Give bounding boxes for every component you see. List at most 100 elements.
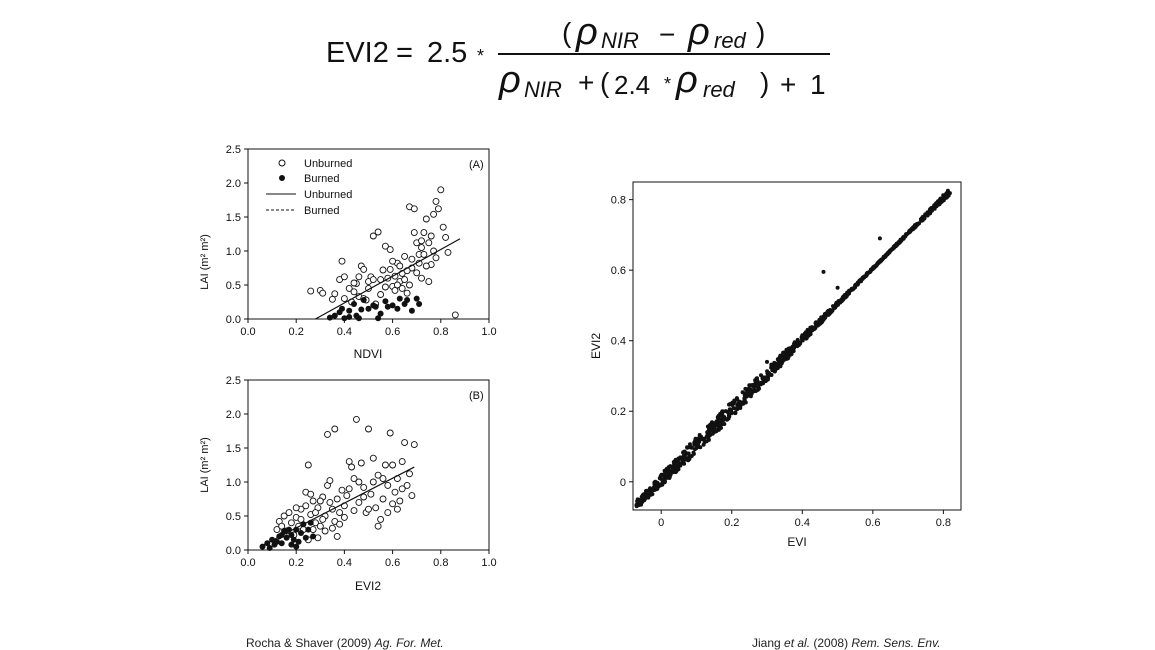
evi-point: [931, 206, 936, 211]
unburned-point: [316, 497, 324, 505]
chart-panel-evi-vs-evi2: 0 0.2 0.4 0.6 0.8 0 0.2 0.4 0.6 0.8 EVI EVI2: [589, 181, 962, 549]
legend-label-unburned: Unburned: [304, 158, 352, 170]
unburned-point: [393, 281, 401, 289]
evi-point: [693, 441, 698, 446]
evi-point: [865, 271, 870, 276]
evi-point: [755, 387, 760, 392]
y-axis-label-a: LAI (m² m²): [199, 234, 211, 290]
evi-point: [691, 450, 696, 455]
evi-point: [662, 478, 667, 483]
unburned-point: [307, 490, 315, 498]
numerator-open-paren: (: [562, 17, 572, 48]
evi-point: [725, 409, 730, 414]
burned-point: [404, 297, 411, 303]
evi-point: [791, 348, 796, 353]
unburned-point: [396, 262, 404, 270]
unburned-point: [432, 197, 440, 205]
den-close-paren: ): [760, 67, 769, 98]
evi-point: [913, 224, 918, 229]
evi-point: [704, 439, 709, 444]
sub-nir-num: NIR: [601, 28, 639, 53]
evi-point: [698, 445, 703, 450]
numerator-minus: −: [659, 19, 675, 50]
y-tick-label: 0.8: [611, 195, 626, 207]
unburned-point: [410, 205, 418, 213]
unburned-point: [280, 512, 288, 520]
burned-point: [326, 314, 333, 321]
evi-point: [741, 400, 746, 405]
plot-frame-b: [247, 379, 490, 551]
unburned-point: [350, 279, 358, 287]
unburned-point: [396, 497, 404, 505]
unburned-point: [348, 463, 356, 471]
unburned-point: [326, 477, 334, 485]
evi-point: [652, 480, 657, 485]
panel-label-a: (A): [469, 159, 484, 171]
data-points-c: [634, 188, 952, 509]
burned-point: [290, 536, 297, 543]
evi-point: [891, 245, 896, 250]
evi-point: [792, 340, 797, 345]
evi-point: [763, 375, 768, 380]
legend-a: Unburned Burned Unburned Burned: [266, 158, 352, 217]
burned-point: [273, 538, 280, 545]
evi-point: [870, 267, 875, 272]
burned-point: [288, 541, 295, 548]
evi-point: [664, 473, 669, 478]
evi-point: [770, 368, 775, 373]
data-points-b: [259, 415, 418, 551]
evi-point: [888, 248, 893, 253]
evi-point: [707, 423, 712, 428]
unburned-point: [418, 244, 425, 252]
unburned-point: [355, 273, 363, 281]
x-tick-label: 0.8: [433, 326, 448, 338]
citation-jiang: Jiang et al. (2008) Rem. Sens. Env.: [752, 636, 941, 650]
evi-point: [829, 309, 834, 313]
citation-left-authors: Rocha & Shaver (2009): [246, 636, 375, 650]
den-one: 1: [810, 69, 826, 100]
x-tick-label: 1.0: [481, 557, 496, 569]
unburned-point: [434, 205, 442, 213]
unburned-point: [437, 186, 445, 194]
unburned-point: [389, 257, 397, 265]
evi-point: [717, 422, 722, 427]
unburned-point: [425, 278, 433, 286]
formula-equals: =: [396, 37, 413, 69]
evi-point: [788, 352, 793, 357]
burned-point: [331, 312, 338, 319]
unburned-point: [316, 522, 324, 530]
evi-point: [709, 428, 714, 433]
unburned-point: [302, 502, 310, 510]
unburned-point: [439, 223, 447, 231]
unburned-point: [292, 504, 300, 512]
unburned-point: [406, 281, 413, 289]
unburned-point: [365, 505, 372, 513]
y-tick-label: 2.0: [226, 409, 241, 421]
unburned-point: [386, 429, 394, 437]
evi-point: [852, 285, 857, 290]
evi-point: [675, 465, 680, 470]
axes-a: 0.0 0.2 0.4 0.6 0.8 1.0 0.0 0.5 1.0 1.5 2.0 2.5: [226, 144, 497, 338]
evi-point: [825, 310, 830, 315]
y-tick-label: 2.5: [226, 144, 241, 156]
unburned-point: [369, 232, 377, 240]
x-tick-label: 0.0: [240, 557, 255, 569]
evi-point: [939, 198, 944, 203]
unburned-point: [444, 248, 452, 256]
evi-point: [705, 430, 710, 435]
unburned-point: [369, 276, 377, 284]
evi-point: [907, 229, 912, 234]
burned-point: [377, 310, 384, 317]
formula-coefficient: 2.5: [427, 37, 467, 69]
evi-point: [873, 264, 878, 269]
evi-point: [716, 413, 721, 418]
unburned-point: [304, 461, 312, 469]
burned-point: [360, 297, 367, 303]
y-tick-label: 0.0: [226, 545, 241, 557]
unburned-point: [379, 266, 387, 274]
unburned-point: [420, 229, 428, 237]
unburned-point: [393, 505, 401, 513]
unburned-point: [377, 291, 385, 298]
evi-point: [823, 315, 828, 320]
unburned-point: [309, 497, 317, 505]
